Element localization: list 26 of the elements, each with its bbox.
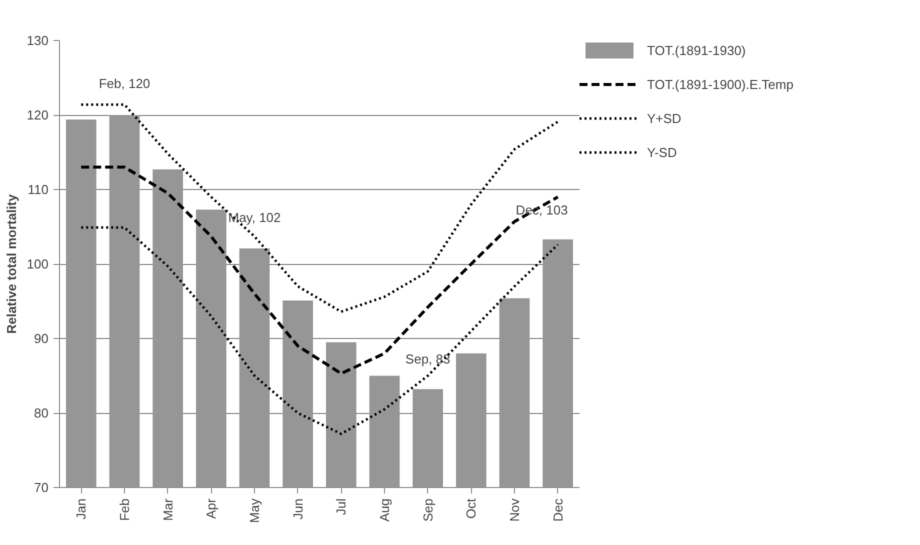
y-tick-label: 100	[26, 256, 49, 272]
x-tick-label: Oct	[464, 498, 479, 519]
y-tick-label: 120	[26, 108, 49, 122]
legend-label: Y-SD	[647, 144, 677, 160]
y-tick-label: 70	[34, 480, 49, 495]
legend-label: TOT.(1891-1900).E.Temp	[647, 76, 794, 92]
line-series	[80, 226, 560, 436]
y-axis-title: Relative total mortality	[4, 194, 19, 334]
x-tick-label: Nov	[507, 498, 522, 522]
y-tick-label: 130	[26, 33, 49, 48]
x-tick-label: May	[247, 498, 262, 524]
x-tick-label: Feb	[117, 498, 132, 521]
x-tick-label: Jul	[334, 498, 349, 516]
x-tick-label: Dec	[550, 498, 566, 522]
x-tick-label: Sep	[420, 498, 436, 522]
legend-label: Y+SD	[647, 110, 682, 126]
x-tick-label: Apr	[204, 498, 219, 519]
x-tick-label: Jan	[74, 498, 89, 520]
x-tick-label: Aug	[377, 498, 392, 522]
y-tick-label: 110	[28, 182, 49, 197]
y-tick-label: 80	[34, 406, 49, 420]
legend-label: TOT.(1891-1930)	[647, 42, 746, 58]
x-tick-label: Jun	[290, 498, 306, 520]
y-tick-label: 90	[34, 331, 49, 346]
x-tick-label: Mar	[160, 498, 176, 521]
annotation: Feb, 120	[98, 76, 150, 91]
